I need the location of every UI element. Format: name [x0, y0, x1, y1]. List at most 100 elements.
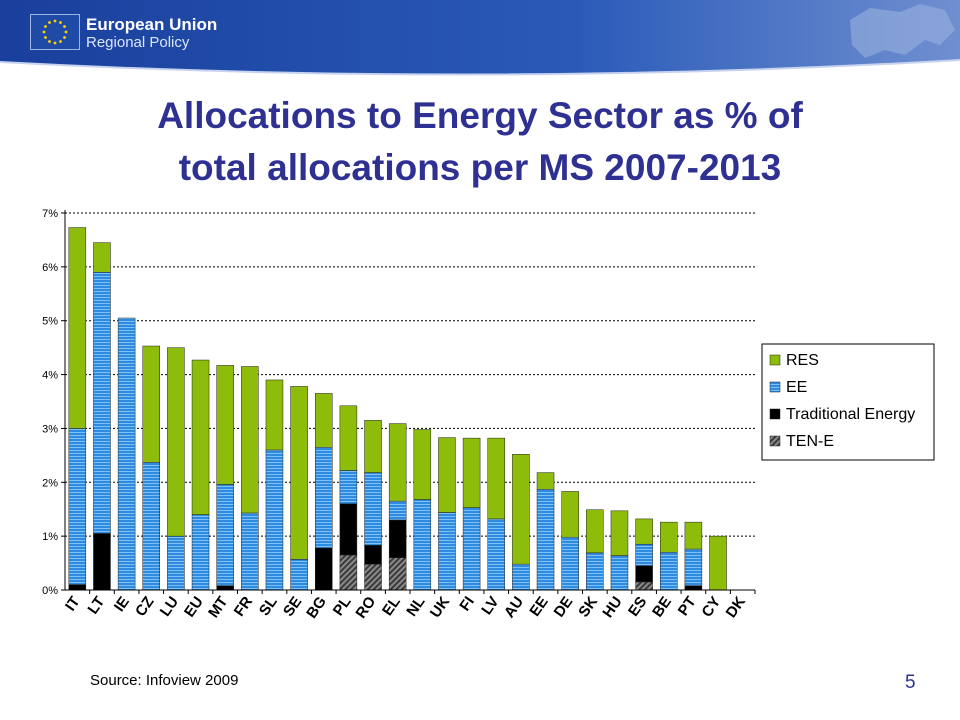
bar-res-be [660, 521, 678, 553]
bar-ee-sl [265, 449, 284, 591]
bar-res-pt [684, 521, 703, 550]
bar-traditional-energy-ro [364, 545, 382, 565]
bar-ee-de [561, 536, 579, 591]
x-tick-label: NL [403, 594, 428, 620]
legend-swatch-ee [769, 381, 781, 393]
x-tick-label: LT [84, 594, 108, 618]
header-banner [0, 0, 960, 80]
bar-res-se [290, 386, 308, 560]
bar-res-es [635, 518, 653, 545]
bar-ee-fi [462, 507, 481, 591]
x-tick-label: IT [62, 594, 84, 615]
bar-ee-pt [684, 548, 703, 586]
bar-ee-au [512, 563, 530, 591]
bar-ee-lv [487, 518, 505, 591]
x-tick-label: LV [478, 594, 502, 619]
bar-res-lu [167, 347, 185, 537]
bar-traditional-energy-it [68, 584, 87, 591]
bar-res-bg [315, 393, 333, 448]
bar-res-ro [364, 420, 382, 473]
x-tick-label: EE [526, 594, 551, 620]
bar-res-lt [93, 242, 111, 273]
bar-res-cy [709, 535, 727, 591]
x-tick-label: EU [181, 594, 207, 621]
x-tick-label: DE [551, 594, 577, 621]
x-tick-label: AU [501, 594, 527, 622]
bar-res-el [388, 423, 407, 502]
legend-swatch-ten-e [769, 435, 781, 447]
chart-legend: RES EE Traditional Energy TEN-E [761, 343, 935, 461]
bar-traditional-energy-lt [93, 533, 111, 591]
bar-res-fr [241, 366, 259, 514]
legend-label-ee: EE [786, 379, 807, 396]
legend-label-res: RES [786, 352, 819, 369]
legend-swatch-traditional-energy [769, 408, 781, 420]
bar-ten-e-ro [364, 563, 382, 591]
bar-ee-fr [241, 512, 259, 591]
bar-ee-sk [586, 552, 604, 591]
x-tick-label: SE [280, 594, 305, 620]
bar-ee-se [290, 559, 308, 591]
x-tick-label: PT [675, 594, 700, 619]
bar-res-pl [339, 405, 358, 471]
brand-name: European Union [86, 15, 218, 34]
bar-ee-ie [117, 317, 136, 591]
x-tick-label: SK [575, 593, 601, 620]
page-title: Allocations to Energy Sector as % of tot… [60, 90, 900, 194]
bar-ten-e-es [635, 581, 653, 591]
title-line-1: Allocations to Energy Sector as % of [157, 95, 803, 136]
title-line-2: total allocations per MS 2007-2013 [178, 147, 782, 188]
bar-ee-el [388, 500, 407, 521]
bar-res-nl [413, 429, 432, 500]
bar-res-eu [191, 359, 210, 515]
bar-res-sk [586, 509, 604, 554]
x-tick-label: LU [157, 594, 182, 620]
bar-ee-lt [93, 271, 111, 534]
europe-map-icon [850, 4, 955, 58]
bar-res-ee [536, 472, 555, 490]
x-tick-label: SL [256, 594, 281, 619]
x-tick-label: MT [205, 594, 231, 622]
bar-traditional-energy-mt [216, 585, 234, 591]
bar-ee-nl [413, 499, 432, 591]
bar-res-cz [142, 345, 160, 463]
y-tick-label: 1% [42, 531, 58, 543]
bar-traditional-energy-pt [684, 585, 703, 591]
bar-traditional-energy-el [388, 519, 407, 558]
legend-label-ten-e: TEN-E [786, 433, 834, 450]
bar-res-de [561, 491, 579, 538]
bar-res-mt [216, 365, 234, 485]
bar-res-uk [438, 437, 456, 513]
x-tick-label: DK [723, 593, 749, 621]
page-number: 5 [905, 672, 916, 693]
y-tick-label: 6% [42, 262, 58, 274]
bar-ee-it [68, 428, 87, 585]
legend-label-traditional-energy: Traditional Energy [786, 406, 915, 423]
x-tick-label: CZ [132, 594, 157, 620]
x-tick-label: EL [379, 594, 404, 619]
bar-ee-ee [536, 489, 555, 591]
x-tick-label: PL [330, 594, 355, 619]
bar-ee-be [660, 552, 678, 591]
x-tick-label: FI [456, 594, 478, 615]
legend-swatch-res [769, 354, 781, 366]
y-tick-label: 2% [42, 477, 58, 489]
x-tick-label: BG [303, 594, 330, 622]
bar-ee-lu [167, 535, 185, 591]
bar-ten-e-pl [339, 554, 358, 591]
bar-ee-mt [216, 484, 234, 586]
bar-traditional-energy-bg [315, 547, 333, 591]
x-tick-label: CY [698, 594, 724, 621]
bar-ee-eu [191, 514, 210, 591]
bar-res-sl [265, 379, 284, 451]
source-note: Source: Infoview 2009 [90, 672, 239, 689]
y-tick-label: 7% [42, 208, 58, 220]
bar-ee-uk [438, 512, 456, 591]
bar-res-au [512, 454, 530, 565]
bar-ee-ro [364, 472, 382, 546]
eu-flag-icon [30, 14, 80, 50]
y-tick-label: 5% [42, 316, 58, 328]
y-tick-label: 3% [42, 423, 58, 435]
bar-ee-es [635, 543, 653, 567]
x-tick-label: ES [625, 594, 650, 620]
